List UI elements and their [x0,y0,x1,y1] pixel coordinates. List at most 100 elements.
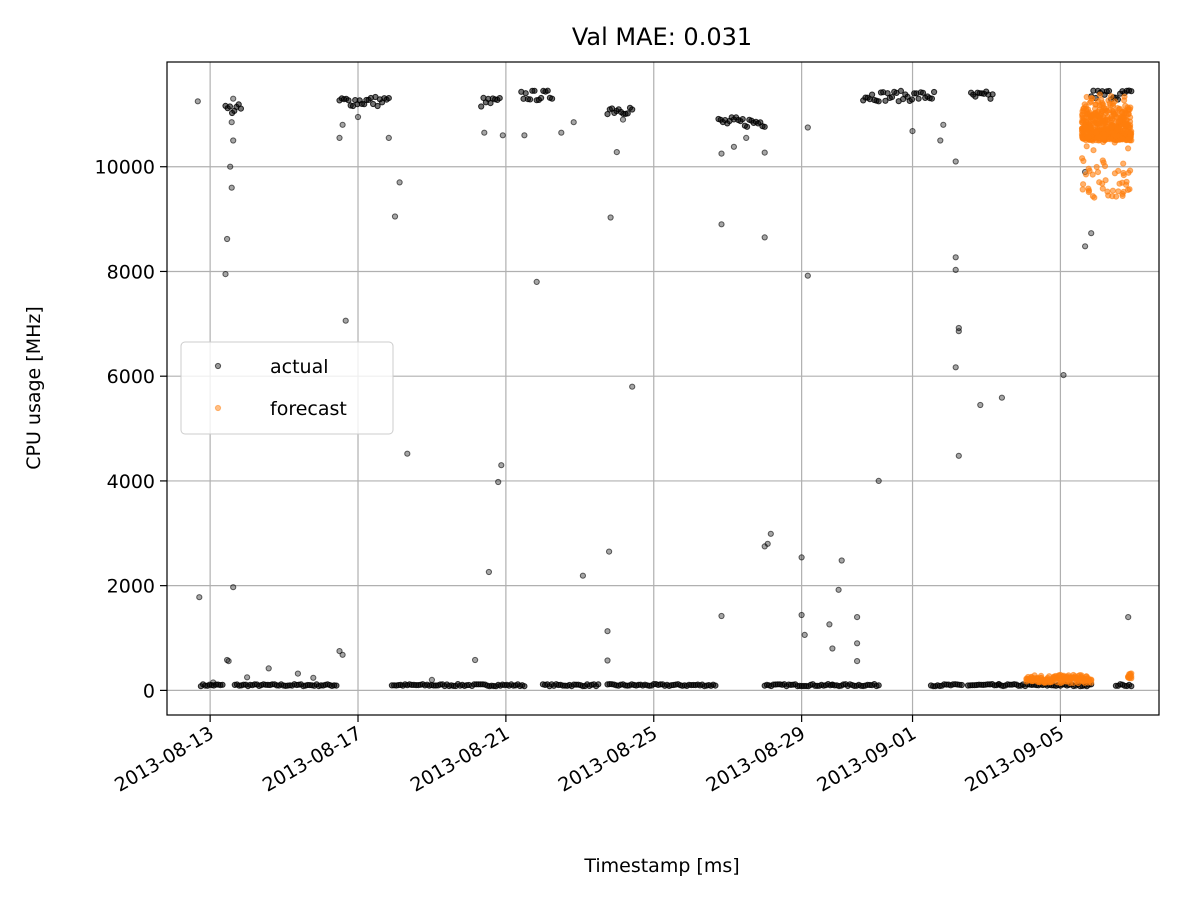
forecast-point [1080,157,1087,165]
actual-point [854,614,861,621]
actual-point [558,129,565,136]
forecast-point [1096,91,1104,98]
actual-point [531,87,538,94]
forecast-point [1084,133,1092,140]
actual-point [730,143,738,150]
forecast-point [1083,143,1090,150]
actual-point [882,97,889,104]
actual-point [826,621,833,628]
actual-point [224,235,231,243]
actual-point [908,96,916,103]
actual-point [194,98,201,105]
forecast-point [1114,125,1122,133]
y-tick-label: 10000 [95,157,155,179]
actual-point [339,121,346,128]
actual-point [606,548,613,555]
forecast-point [1111,98,1119,105]
legend-label-forecast: forecast [270,398,347,420]
actual-point [265,665,272,672]
forecast-point [1116,180,1123,187]
actual-point [940,121,947,128]
actual-point [527,96,534,103]
actual-point [404,450,411,457]
actual-point [496,95,503,102]
actual-point [227,163,234,170]
actual-point [333,682,340,689]
actual-point [478,103,485,110]
forecast-point [1109,187,1117,194]
actual-point [897,87,905,95]
actual-point [952,158,959,165]
actual-point [604,657,611,664]
actual-point [838,557,845,564]
legend-label-actual: actual [270,356,329,378]
actual-point [230,137,237,144]
actual-point [952,364,959,371]
actual-point [294,670,301,677]
actual-point [875,477,882,484]
actual-point [829,645,836,652]
actual-point [521,683,528,690]
forecast-point [1103,125,1110,132]
actual-point [1082,243,1089,250]
actual-point [854,640,861,647]
actual-point [931,88,938,96]
actual-point [761,149,768,156]
actual-point [1105,87,1113,95]
actual-point [1128,88,1135,95]
forecast-point [1120,172,1127,179]
actual-point [222,271,229,278]
legend-marker-forecast [214,404,222,412]
actual-point [629,383,636,390]
actual-point [801,631,808,639]
forecast-point [1123,116,1130,124]
forecast-point [1109,123,1116,130]
actual-point [909,128,916,135]
actual-point [521,132,528,139]
forecast-point [1115,188,1122,195]
actual-point [869,91,876,98]
actual-point [604,111,611,118]
actual-point [764,540,771,547]
actual-point [607,214,614,221]
forecast-point [1100,134,1107,141]
actual-point [1088,230,1095,237]
actual-point [604,628,611,635]
forecast-point [1104,188,1111,195]
forecast-point [1089,171,1096,178]
forecast-point [1099,108,1106,115]
actual-point [385,95,392,102]
forecast-point [1120,188,1127,195]
forecast-point [1126,106,1133,113]
actual-point [533,278,540,285]
actual-point [345,97,352,104]
actual-point [804,272,811,279]
actual-point [228,184,235,191]
forecast-point [1086,99,1094,106]
actual-point [928,95,936,102]
forecast-point [1083,127,1090,134]
forecast-point [1118,109,1126,116]
actual-point [835,586,842,593]
actual-point [1060,372,1067,379]
forecast-point [1127,167,1134,174]
actual-point [875,98,882,105]
actual-point [230,584,237,591]
actual-point [888,94,896,101]
actual-point [237,105,244,112]
actual-point [339,651,346,658]
y-tick-label: 4000 [107,471,155,493]
forecast-point [1115,167,1122,174]
actual-point [481,129,488,136]
x-axis-label: Timestamp [ms] [583,855,739,877]
actual-point [798,611,805,619]
chart-title: Val MAE: 0.031 [572,23,752,51]
actual-point [228,119,235,126]
actual-point [744,123,751,130]
actual-point [472,656,479,664]
forecast-point [1119,135,1126,143]
actual-point [1125,614,1132,621]
forecast-point [1116,118,1123,125]
actual-point [522,90,529,97]
actual-point [219,681,226,688]
